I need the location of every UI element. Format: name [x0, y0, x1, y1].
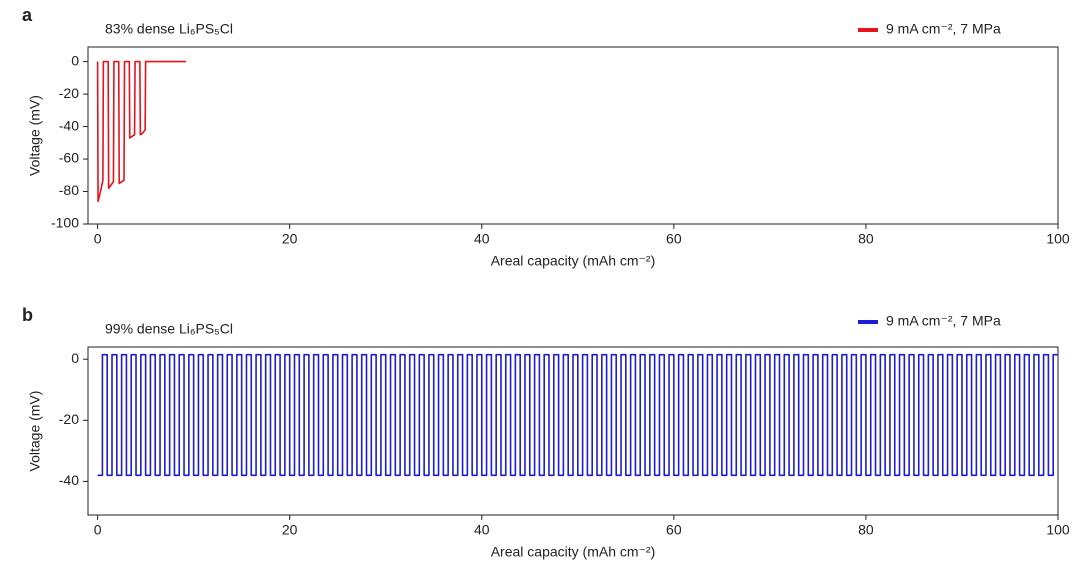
panel-title: 83% dense Li₆PS₅Cl: [105, 21, 233, 37]
x-tick-label: 60: [666, 231, 682, 247]
x-tick-label: 60: [666, 522, 682, 538]
data-line: [97, 353, 1058, 477]
x-tick-label: 100: [1046, 231, 1070, 247]
x-tick-label: 40: [474, 522, 490, 538]
panel-title: 99% dense Li₆PS₅Cl: [105, 321, 233, 337]
x-tick-label: 20: [282, 522, 298, 538]
y-axis-label: Voltage (mV): [27, 391, 43, 472]
y-tick-label: 0: [71, 52, 79, 68]
x-tick-label: 40: [474, 231, 490, 247]
x-tick-label: 80: [858, 522, 874, 538]
panel-letter: a: [22, 5, 33, 25]
data-line: [96, 60, 186, 203]
x-tick-label: 80: [858, 231, 874, 247]
y-tick-label: -20: [59, 411, 79, 427]
y-axis-label: Voltage (mV): [27, 95, 43, 176]
panel-letter: b: [22, 305, 33, 325]
y-tick-label: -40: [59, 472, 79, 488]
x-tick-label: 0: [94, 522, 102, 538]
x-tick-label: 100: [1046, 522, 1070, 538]
y-tick-label: -60: [59, 150, 79, 166]
legend-label: 9 mA cm⁻², 7 MPa: [886, 313, 1001, 329]
y-tick-label: 0: [71, 350, 79, 366]
plot-frame: [87, 346, 1059, 516]
x-tick-label: 0: [94, 231, 102, 247]
y-tick-label: -80: [59, 182, 79, 198]
x-tick-label: 20: [282, 231, 298, 247]
plot-frame: [87, 46, 1059, 225]
legend-label: 9 mA cm⁻², 7 MPa: [886, 21, 1001, 37]
y-tick-label: -100: [51, 215, 79, 231]
x-axis-label: Areal capacity (mAh cm⁻²): [491, 544, 656, 560]
x-axis-label: Areal capacity (mAh cm⁻²): [491, 253, 656, 269]
y-tick-label: -40: [59, 117, 79, 133]
y-tick-label: -20: [59, 85, 79, 101]
